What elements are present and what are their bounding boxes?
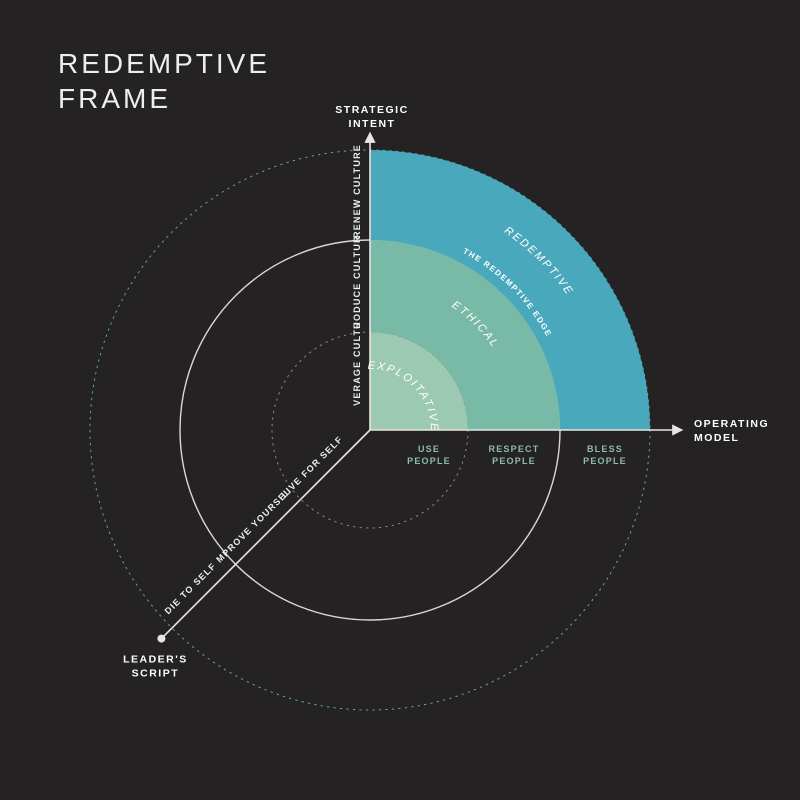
vert-ring-label-0: LEVERAGE CULTURE xyxy=(0,0,362,406)
redemptive-frame-diagram: EXPLOITATIVE ETHICAL REDEMPTIVE THE REDE… xyxy=(0,0,800,800)
svg-text:OPERATINGMODEL: OPERATINGMODEL xyxy=(694,418,769,444)
svg-text:RESPECTPEOPLE: RESPECTPEOPLE xyxy=(489,444,540,466)
horiz-ring-labels: USEPEOPLE RESPECTPEOPLE BLESSPEOPLE xyxy=(407,444,627,466)
diag-ring-label-1: IMPROVE YOURSELF xyxy=(0,0,293,565)
diag-ring-label-2: DIE TO SELF xyxy=(163,561,219,617)
svg-text:USEPEOPLE: USEPEOPLE xyxy=(407,444,451,466)
vert-ring-label-2: RENEW CULTURE xyxy=(352,144,362,238)
svg-text:LEADER'SSCRIPT: LEADER'SSCRIPT xyxy=(123,654,188,680)
svg-text:BLESSPEOPLE: BLESSPEOPLE xyxy=(583,444,627,466)
vert-ring-label-1: PRODUCE CULTURE xyxy=(0,0,362,329)
svg-text:STRATEGICINTENT: STRATEGICINTENT xyxy=(335,104,408,130)
